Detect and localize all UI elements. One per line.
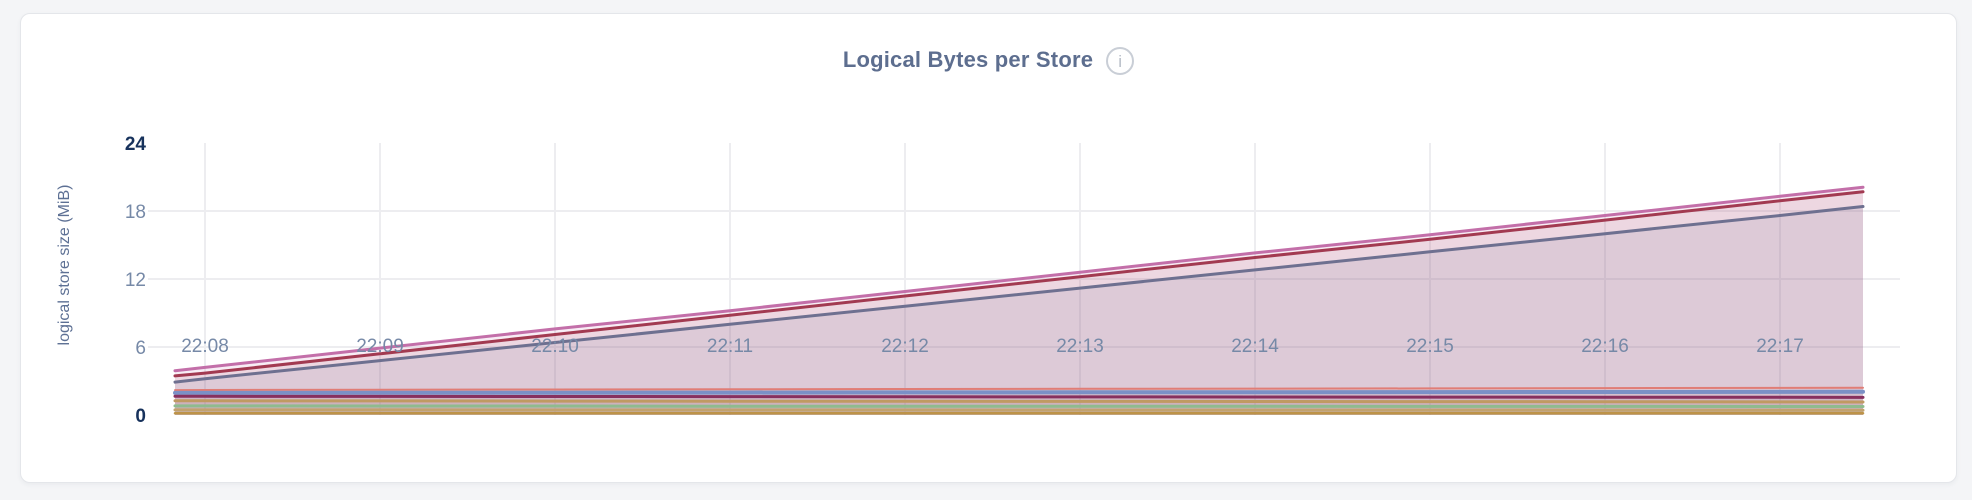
x-tick-label: 22:12 (881, 336, 929, 357)
y-tick-label: 24 (125, 134, 147, 155)
series-line-2 (173, 190, 1865, 378)
x-tick-label: 22:14 (1231, 336, 1279, 357)
chart-header: Logical Bytes per Store i (21, 44, 1956, 75)
y-tick-label: 18 (125, 202, 146, 223)
chart-title: Logical Bytes per Store (842, 46, 1094, 72)
info-icon[interactable]: i (1106, 47, 1135, 75)
x-tick-label: 22:11 (707, 336, 753, 357)
info-icon-glyph: i (1118, 51, 1123, 71)
series-line-1 (173, 185, 1865, 373)
x-tick-label: 22:13 (1056, 336, 1104, 357)
y-axis-title: logical store size (MiB) (56, 185, 73, 346)
series-line-6 (173, 394, 1865, 399)
series-area-3 (175, 206, 1863, 415)
x-tick-label: 22:16 (1581, 336, 1629, 357)
series-line-3 (173, 205, 1865, 384)
series-line-5 (173, 389, 1865, 395)
series-line-8 (173, 404, 1865, 408)
x-tick-label: 22:08 (181, 336, 229, 357)
x-tick-label: 22:09 (356, 336, 404, 357)
y-tick-label: 0 (135, 406, 146, 427)
y-tick-label: 12 (125, 270, 146, 291)
series-area-1 (175, 187, 1863, 415)
x-tick-label: 22:10 (531, 336, 579, 357)
series-line-4 (174, 386, 1864, 392)
series-area-2 (175, 191, 1863, 415)
series-line-7 (173, 399, 1865, 404)
x-tick-label: 22:15 (1406, 336, 1454, 357)
y-tick-label: 6 (135, 338, 146, 359)
x-tick-label: 22:17 (1756, 336, 1804, 357)
